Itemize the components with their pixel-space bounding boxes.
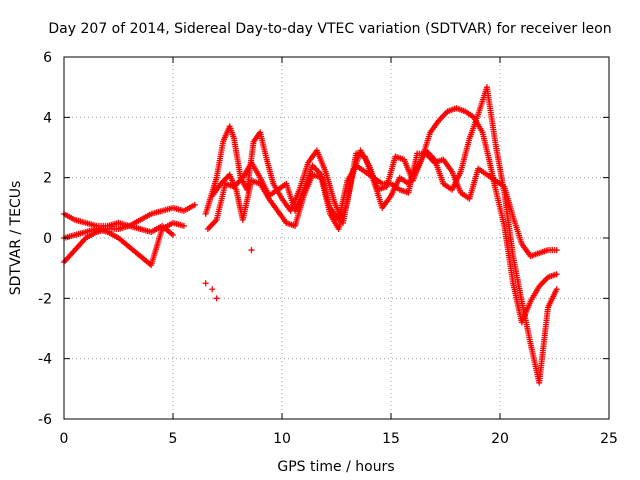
series-track-f xyxy=(204,150,560,260)
y-tick-label: 0 xyxy=(43,231,52,247)
data-point xyxy=(202,280,209,287)
y-axis-label: SDTVAR / TECUs xyxy=(8,181,24,296)
y-tick-label: 6 xyxy=(43,50,52,66)
x-tick-label: 10 xyxy=(273,431,291,447)
x-tick-label: 5 xyxy=(169,431,178,447)
y-tick-label: -2 xyxy=(38,291,52,307)
x-tick-label: 15 xyxy=(382,431,400,447)
grid xyxy=(64,57,609,419)
data-point xyxy=(213,295,220,302)
x-tick-label: 25 xyxy=(600,431,618,447)
data-point xyxy=(248,247,255,254)
axis-ticks: 0 5 10 15 20 25 -6 -4 -2 0 2 4 6 xyxy=(38,50,618,447)
x-axis-label: GPS time / hours xyxy=(277,459,394,475)
x-tick-label: 0 xyxy=(60,431,69,447)
y-tick-label: -4 xyxy=(38,352,52,368)
data-point xyxy=(191,201,198,208)
data-point xyxy=(170,231,176,238)
data-point xyxy=(553,247,560,254)
series-track-c xyxy=(61,222,176,266)
data-point xyxy=(553,286,560,293)
plot-data xyxy=(61,84,560,386)
data-point xyxy=(553,271,560,278)
y-tick-label: -6 xyxy=(38,412,52,428)
data-point xyxy=(209,286,216,293)
series-outliers xyxy=(202,247,255,302)
y-tick-label: 2 xyxy=(43,171,52,187)
x-tick-label: 20 xyxy=(491,431,509,447)
series-track-e xyxy=(209,84,560,386)
chart-title: Day 207 of 2014, Sidereal Day-to-day VTE… xyxy=(48,21,611,37)
y-tick-label: 4 xyxy=(43,110,52,126)
data-point xyxy=(180,222,187,229)
